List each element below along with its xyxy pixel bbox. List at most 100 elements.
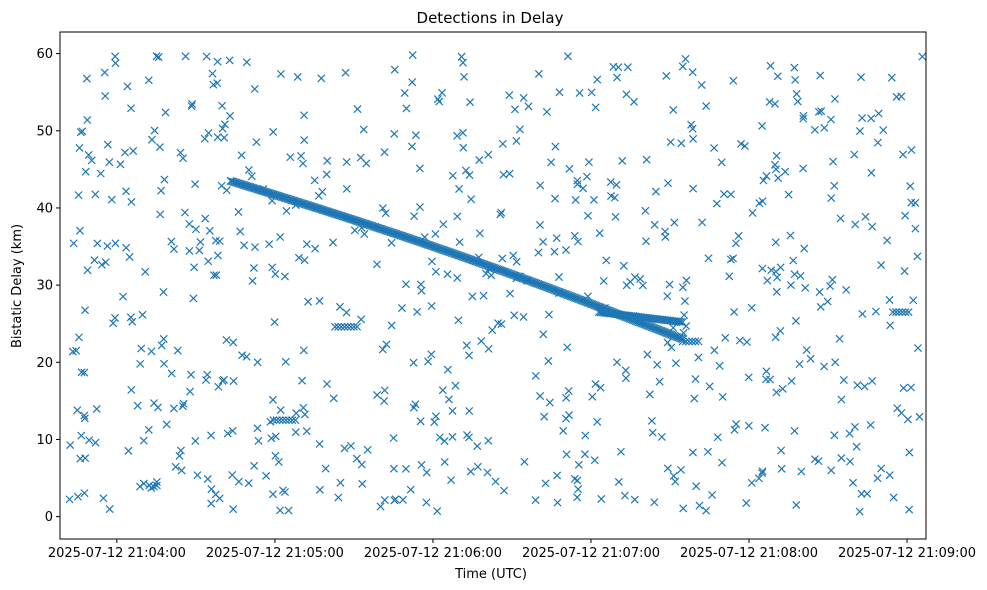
data-point bbox=[858, 309, 867, 319]
data-point bbox=[500, 267, 509, 276]
data-point bbox=[300, 136, 309, 145]
x-tick-label: 2025-07-12 21:06:00 bbox=[364, 546, 502, 561]
data-point bbox=[185, 246, 194, 255]
x-tick-label: 2025-07-12 21:08:00 bbox=[680, 546, 818, 561]
data-point bbox=[103, 140, 112, 149]
data-point bbox=[186, 370, 195, 379]
data-point bbox=[378, 204, 387, 213]
data-point bbox=[648, 323, 657, 332]
data-point bbox=[556, 288, 565, 297]
data-point bbox=[853, 381, 862, 390]
data-point bbox=[342, 157, 351, 167]
data-point bbox=[500, 486, 509, 495]
data-point bbox=[792, 500, 801, 510]
data-point bbox=[234, 477, 243, 486]
data-point bbox=[123, 82, 132, 91]
data-point bbox=[372, 260, 381, 269]
data-point bbox=[74, 191, 83, 200]
data-point bbox=[731, 239, 740, 248]
data-point bbox=[329, 394, 338, 403]
data-point bbox=[81, 306, 90, 315]
data-point bbox=[545, 284, 554, 293]
data-point bbox=[213, 133, 222, 142]
data-point bbox=[271, 451, 280, 460]
data-point bbox=[487, 271, 496, 280]
data-point bbox=[747, 303, 756, 312]
data-point bbox=[509, 251, 518, 260]
data-point bbox=[390, 229, 400, 238]
data-point bbox=[505, 269, 514, 278]
data-point bbox=[222, 186, 231, 195]
data-point bbox=[539, 330, 548, 339]
data-point bbox=[460, 253, 469, 262]
data-point bbox=[300, 256, 309, 265]
data-point bbox=[695, 501, 704, 510]
data-point bbox=[240, 241, 249, 250]
y-tick-label: 0 bbox=[45, 510, 53, 525]
data-point bbox=[434, 244, 443, 253]
data-point bbox=[400, 88, 409, 98]
data-point bbox=[397, 304, 407, 313]
data-point bbox=[401, 464, 410, 473]
data-point bbox=[464, 351, 474, 360]
data-point bbox=[499, 170, 508, 179]
data-point bbox=[280, 272, 289, 281]
data-point bbox=[460, 72, 469, 81]
data-point bbox=[823, 297, 832, 306]
data-point bbox=[262, 471, 271, 480]
data-point bbox=[431, 412, 440, 421]
data-point bbox=[909, 296, 918, 305]
data-point bbox=[167, 237, 176, 246]
data-point bbox=[334, 493, 343, 502]
data-point bbox=[423, 240, 432, 249]
data-point bbox=[622, 90, 631, 99]
data-point bbox=[372, 223, 381, 232]
data-point bbox=[502, 268, 511, 277]
data-point bbox=[488, 326, 497, 335]
data-point bbox=[820, 123, 829, 132]
data-point bbox=[799, 114, 808, 123]
data-point bbox=[582, 298, 591, 307]
data-point bbox=[363, 445, 372, 454]
data-point bbox=[691, 375, 700, 384]
data-point bbox=[451, 381, 460, 390]
data-point bbox=[229, 377, 238, 386]
data-point bbox=[74, 333, 83, 342]
data-point bbox=[905, 448, 914, 457]
data-point bbox=[548, 285, 557, 294]
data-point bbox=[477, 259, 486, 268]
data-point bbox=[300, 410, 309, 419]
data-point bbox=[353, 322, 362, 331]
data-point bbox=[457, 52, 466, 61]
data-point bbox=[160, 359, 169, 368]
y-axis: 0 10 20 30 40 50 60 bbox=[36, 47, 60, 525]
data-point bbox=[498, 266, 507, 276]
data-point bbox=[506, 289, 515, 298]
data-point bbox=[454, 251, 463, 260]
data-point bbox=[614, 63, 623, 72]
data-point bbox=[269, 127, 278, 136]
data-point bbox=[710, 143, 719, 152]
data-point bbox=[748, 208, 757, 217]
data-point bbox=[795, 360, 804, 369]
data-point bbox=[155, 143, 164, 152]
data-point bbox=[178, 402, 187, 411]
data-point bbox=[585, 299, 594, 308]
data-point bbox=[781, 167, 790, 176]
data-point bbox=[77, 431, 86, 440]
data-point bbox=[814, 107, 823, 116]
data-point bbox=[860, 382, 869, 391]
data-point bbox=[663, 329, 672, 338]
y-tick-label: 50 bbox=[36, 124, 53, 139]
data-point bbox=[663, 338, 672, 347]
data-point bbox=[398, 495, 407, 504]
data-point bbox=[789, 256, 798, 265]
data-point bbox=[201, 375, 210, 385]
data-point bbox=[654, 325, 663, 334]
data-point bbox=[200, 134, 209, 143]
data-point bbox=[225, 56, 234, 65]
data-point bbox=[91, 438, 100, 447]
data-point bbox=[505, 91, 514, 100]
data-point bbox=[478, 259, 487, 268]
data-point bbox=[758, 467, 767, 476]
